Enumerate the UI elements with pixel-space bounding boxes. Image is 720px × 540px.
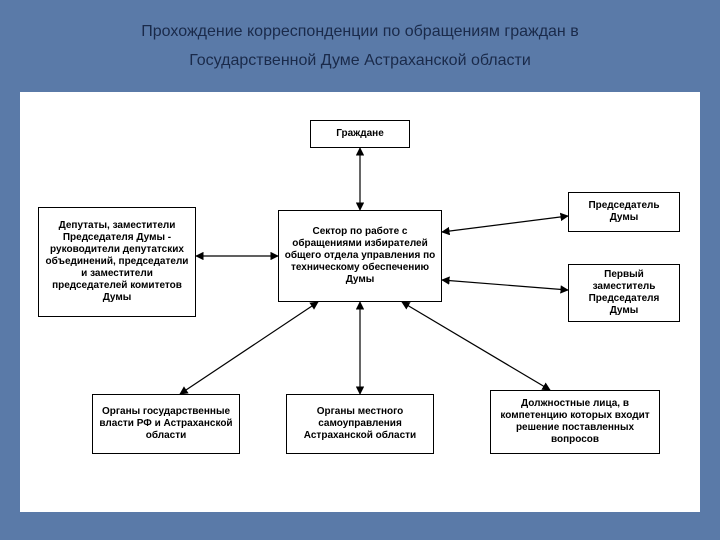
node-fedorg: Органы государственные власти РФ и Астра… <box>92 394 240 454</box>
edge-sector-firstdep <box>442 280 568 290</box>
edge-sector-chairman <box>442 216 568 232</box>
node-localorg: Органы местного самоуправления Астраханс… <box>286 394 434 454</box>
title-line-1: Прохождение корреспонденции по обращения… <box>40 18 680 47</box>
node-officials: Должностные лица, в компетенцию которых … <box>490 390 660 454</box>
node-firstdep: Первый заместитель Председателя Думы <box>568 264 680 322</box>
page-title: Прохождение корреспонденции по обращения… <box>0 0 720 84</box>
node-chairman: Председатель Думы <box>568 192 680 232</box>
node-sector: Сектор по работе с обращениями избирател… <box>278 210 442 302</box>
title-line-2: Государственной Думе Астраханской област… <box>40 47 680 76</box>
flowchart-canvas: Граждане Депутаты, заместители Председате… <box>20 92 700 512</box>
node-deputies: Депутаты, заместители Председателя Думы … <box>38 207 196 317</box>
edge-sector-fedorg <box>180 302 318 394</box>
node-citizens: Граждане <box>310 120 410 148</box>
edge-sector-officials <box>402 302 550 390</box>
